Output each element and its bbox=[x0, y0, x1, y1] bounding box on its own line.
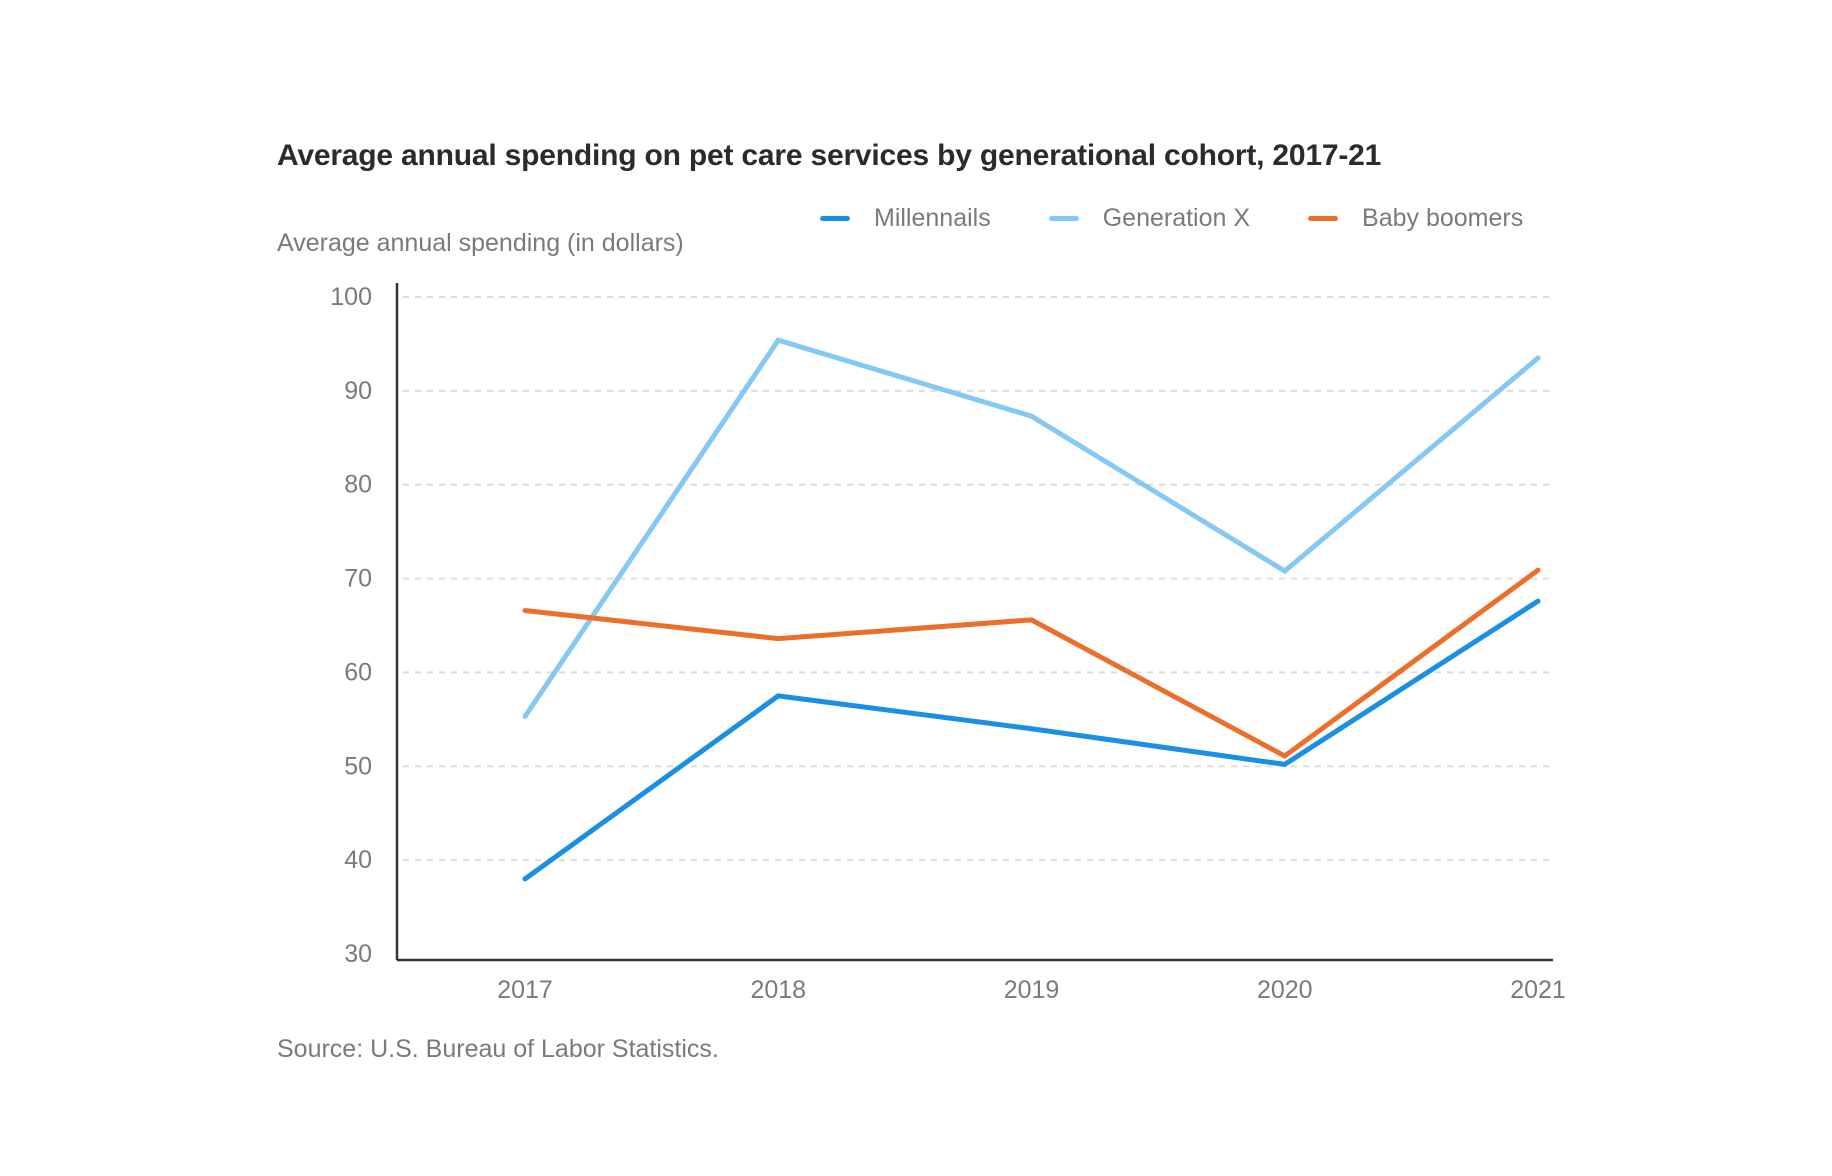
legend-item-generation-x: Generation X bbox=[1048, 203, 1251, 233]
x-tick-label-2020: 2020 bbox=[1257, 976, 1313, 1004]
y-tick-label-90: 90 bbox=[344, 377, 372, 405]
data-point-generation-x-2017 bbox=[522, 714, 528, 720]
x-tick-label-2018: 2018 bbox=[750, 976, 806, 1004]
data-point-millennails-2020 bbox=[1282, 761, 1288, 767]
series-line-generation-x bbox=[522, 337, 1540, 718]
legend-label-baby-boomers: Baby boomers bbox=[1362, 203, 1524, 232]
chart-legend: Millennails Generation X Baby boomers bbox=[820, 202, 1523, 234]
series-line-millennails bbox=[523, 598, 1540, 881]
data-point-baby-boomers-2021 bbox=[1535, 567, 1541, 573]
y-tick-label-50: 50 bbox=[344, 752, 372, 780]
data-point-millennails-2019 bbox=[1029, 726, 1034, 732]
legend-label-millennails: Millennails bbox=[874, 203, 991, 232]
x-tick-label-2017: 2017 bbox=[497, 976, 553, 1004]
data-point-baby-boomers-2018 bbox=[775, 636, 781, 642]
y-tick-label-70: 70 bbox=[344, 565, 372, 593]
data-point-millennails-2017 bbox=[522, 876, 528, 882]
legend-swatch-generation-x bbox=[1048, 215, 1079, 221]
legend-swatch-millennails bbox=[820, 215, 850, 221]
legend-label-generation-x: Generation X bbox=[1102, 203, 1251, 232]
legend-swatch-baby-boomers bbox=[1308, 215, 1339, 221]
data-point-baby-boomers-2020 bbox=[1282, 753, 1288, 759]
data-point-generation-x-2018 bbox=[775, 337, 781, 343]
data-point-generation-x-2020 bbox=[1282, 568, 1288, 574]
y-tick-label-30: 30 bbox=[344, 940, 372, 968]
data-point-generation-x-2021 bbox=[1535, 355, 1541, 361]
legend-item-millennails: Millennails bbox=[820, 204, 991, 233]
x-tick-label-2019: 2019 bbox=[1004, 976, 1060, 1004]
data-point-baby-boomers-2019 bbox=[1029, 617, 1034, 623]
y-tick-label-60: 60 bbox=[344, 658, 372, 686]
y-tick-label-100: 100 bbox=[330, 283, 372, 311]
y-tick-label-40: 40 bbox=[344, 846, 372, 874]
x-tick-label-2021: 2021 bbox=[1510, 976, 1566, 1004]
data-point-millennails-2018 bbox=[775, 693, 781, 699]
y-axis-label: Average annual spending (in dollars) bbox=[277, 229, 684, 257]
chart-title: Average annual spending on pet care serv… bbox=[277, 139, 1382, 172]
data-point-millennails-2021 bbox=[1535, 598, 1541, 604]
legend-item-baby-boomers: Baby boomers bbox=[1308, 204, 1523, 233]
data-point-generation-x-2019 bbox=[1029, 413, 1034, 419]
source-note: Source: U.S. Bureau of Labor Statistics. bbox=[277, 1035, 719, 1063]
data-point-baby-boomers-2017 bbox=[522, 607, 528, 613]
y-tick-label-80: 80 bbox=[344, 471, 372, 499]
